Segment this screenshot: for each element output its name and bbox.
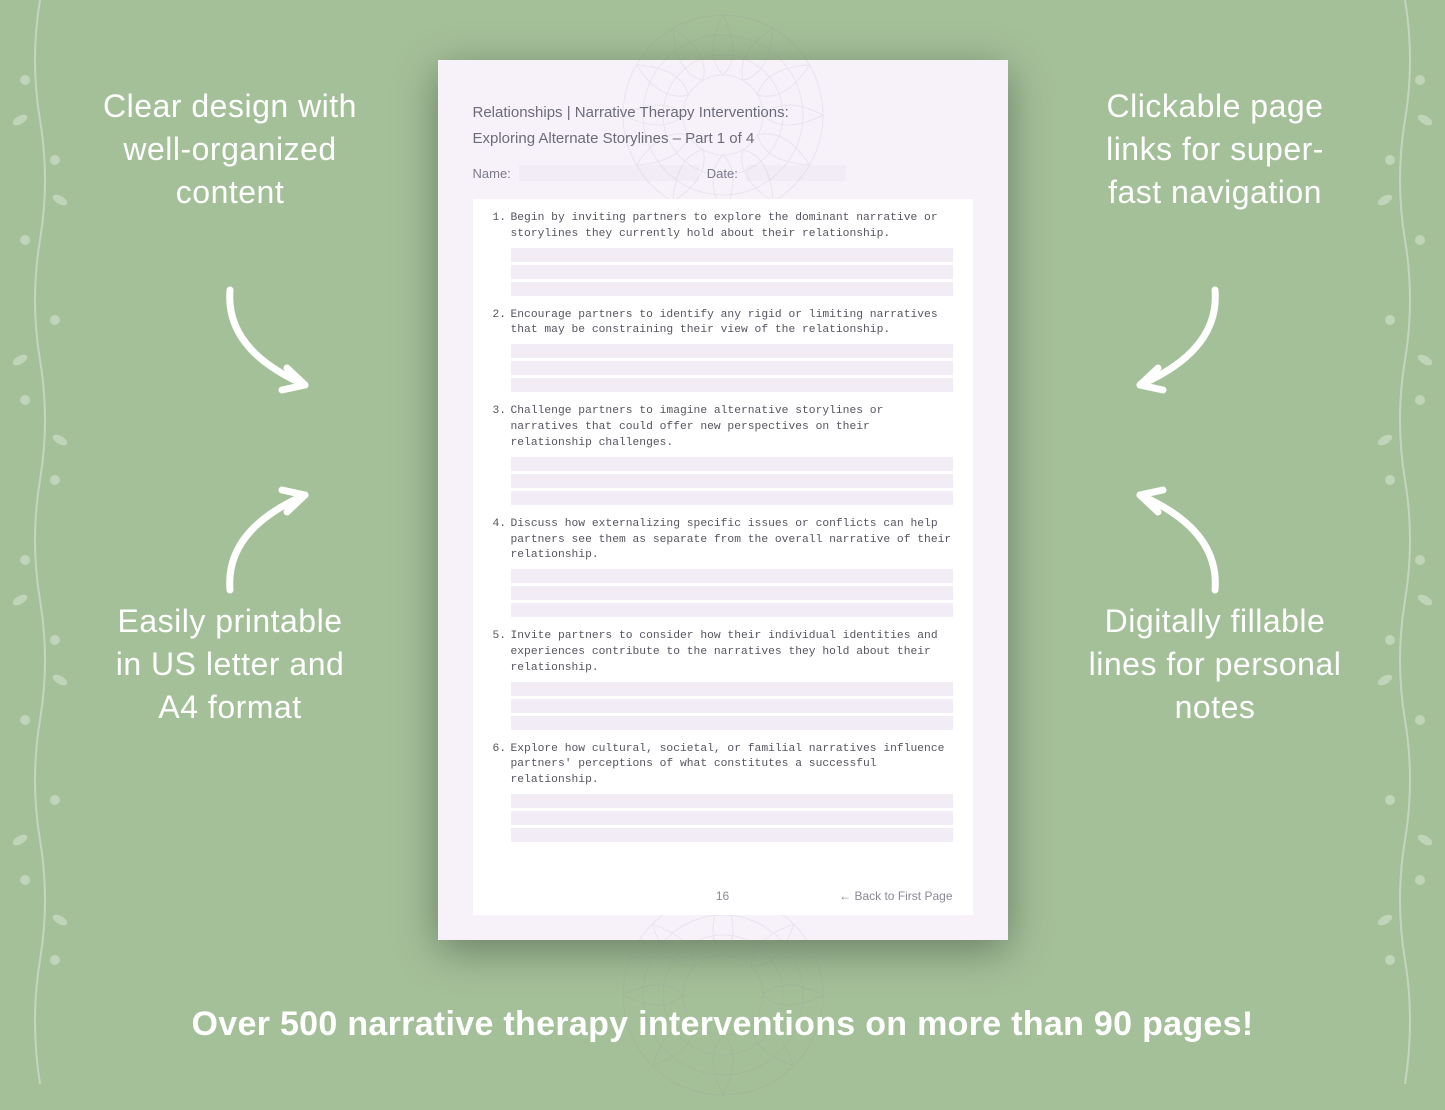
answer-line[interactable] bbox=[511, 248, 953, 262]
question-item: 4.Discuss how externalizing specific iss… bbox=[493, 517, 953, 617]
answer-line[interactable] bbox=[511, 378, 953, 392]
question-text: 1.Begin by inviting partners to explore … bbox=[493, 211, 953, 243]
answer-line[interactable] bbox=[511, 265, 953, 279]
question-body: Begin by inviting partners to explore th… bbox=[511, 211, 953, 243]
question-body: Challenge partners to imagine alternativ… bbox=[511, 404, 953, 451]
answer-line[interactable] bbox=[511, 794, 953, 808]
question-body: Invite partners to consider how their in… bbox=[511, 629, 953, 676]
title-line-1: Relationships | Narrative Therapy Interv… bbox=[473, 104, 789, 121]
name-label: Name: bbox=[473, 166, 511, 181]
question-number: 6. bbox=[493, 742, 511, 789]
answer-lines[interactable] bbox=[511, 569, 953, 617]
date-field[interactable] bbox=[746, 165, 846, 181]
answer-line[interactable] bbox=[511, 361, 953, 375]
answer-line[interactable] bbox=[511, 474, 953, 488]
answer-lines[interactable] bbox=[511, 794, 953, 842]
questions-container: 1.Begin by inviting partners to explore … bbox=[473, 199, 973, 915]
question-number: 3. bbox=[493, 404, 511, 451]
answer-lines[interactable] bbox=[511, 457, 953, 505]
answer-line[interactable] bbox=[511, 586, 953, 600]
name-field[interactable] bbox=[519, 165, 699, 181]
answer-line[interactable] bbox=[511, 457, 953, 471]
question-number: 1. bbox=[493, 211, 511, 243]
bottom-banner: Over 500 narrative therapy interventions… bbox=[0, 1005, 1445, 1044]
date-label: Date: bbox=[707, 166, 738, 181]
question-item: 5.Invite partners to consider how their … bbox=[493, 629, 953, 729]
callout-top-left: Clear design with well-organized content bbox=[100, 85, 360, 215]
page-title: Relationships | Narrative Therapy Interv… bbox=[473, 100, 973, 151]
answer-lines[interactable] bbox=[511, 248, 953, 296]
callout-top-right: Clickable page links for super-fast navi… bbox=[1085, 85, 1345, 215]
page-footer: 16 ← Back to First Page bbox=[493, 881, 953, 903]
question-text: 5.Invite partners to consider how their … bbox=[493, 629, 953, 676]
arrow-icon bbox=[210, 280, 340, 410]
mandala-decoration-icon bbox=[613, 5, 833, 115]
question-text: 6.Explore how cultural, societal, or fam… bbox=[493, 742, 953, 789]
answer-line[interactable] bbox=[511, 603, 953, 617]
answer-line[interactable] bbox=[511, 344, 953, 358]
arrow-icon bbox=[1105, 470, 1235, 600]
answer-line[interactable] bbox=[511, 491, 953, 505]
question-text: 2.Encourage partners to identify any rig… bbox=[493, 308, 953, 340]
vine-decoration-right bbox=[1365, 0, 1445, 1084]
question-item: 1.Begin by inviting partners to explore … bbox=[493, 211, 953, 296]
answer-line[interactable] bbox=[511, 569, 953, 583]
name-date-row: Name: Date: bbox=[473, 165, 973, 181]
answer-line[interactable] bbox=[511, 828, 953, 842]
question-number: 5. bbox=[493, 629, 511, 676]
page-number: 16 bbox=[716, 889, 729, 903]
answer-line[interactable] bbox=[511, 682, 953, 696]
worksheet-page: Relationships | Narrative Therapy Interv… bbox=[438, 60, 1008, 940]
arrow-icon bbox=[1105, 280, 1235, 410]
question-number: 2. bbox=[493, 308, 511, 340]
answer-lines[interactable] bbox=[511, 682, 953, 730]
arrow-icon bbox=[210, 470, 340, 600]
vine-decoration-left bbox=[0, 0, 80, 1084]
question-item: 2.Encourage partners to identify any rig… bbox=[493, 308, 953, 393]
question-item: 3.Challenge partners to imagine alternat… bbox=[493, 404, 953, 504]
question-item: 6.Explore how cultural, societal, or fam… bbox=[493, 742, 953, 842]
question-number: 4. bbox=[493, 517, 511, 564]
answer-line[interactable] bbox=[511, 699, 953, 713]
answer-line[interactable] bbox=[511, 716, 953, 730]
question-body: Encourage partners to identify any rigid… bbox=[511, 308, 953, 340]
question-text: 3.Challenge partners to imagine alternat… bbox=[493, 404, 953, 451]
answer-line[interactable] bbox=[511, 811, 953, 825]
answer-lines[interactable] bbox=[511, 344, 953, 392]
answer-line[interactable] bbox=[511, 282, 953, 296]
callout-bottom-left: Easily printable in US letter and A4 for… bbox=[100, 600, 360, 730]
question-text: 4.Discuss how externalizing specific iss… bbox=[493, 517, 953, 564]
back-to-first-page-link[interactable]: ← Back to First Page bbox=[839, 889, 952, 903]
callout-bottom-right: Digitally fillable lines for personal no… bbox=[1085, 600, 1345, 730]
question-body: Discuss how externalizing specific issue… bbox=[511, 517, 953, 564]
title-line-2: Exploring Alternate Storylines – Part 1 … bbox=[473, 130, 755, 147]
question-body: Explore how cultural, societal, or famil… bbox=[511, 742, 953, 789]
